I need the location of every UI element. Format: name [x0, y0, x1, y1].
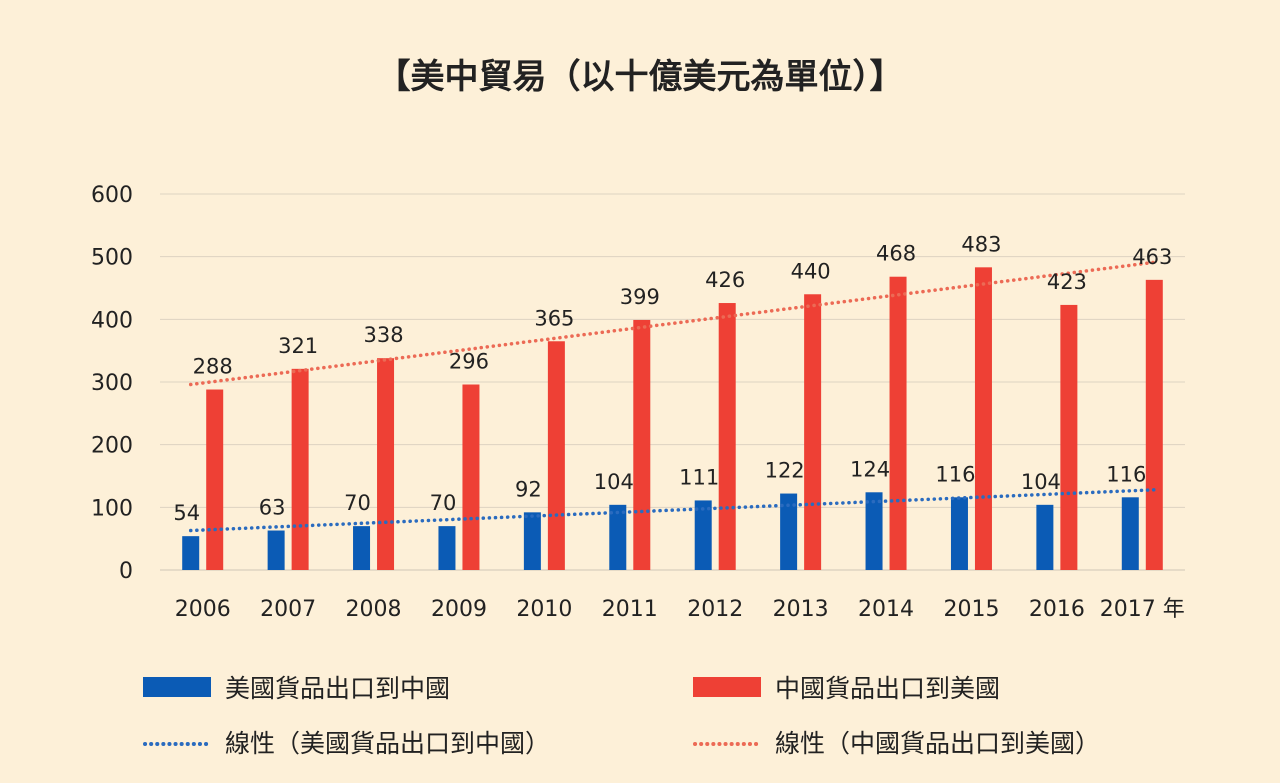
x-axis: 2006 2007 2008 2009 2010 2011 2012 2013 2014 2015…	[175, 597, 1185, 622]
data-labels: 54 63 70 70 92 104 111 122 124 116 104 116 288 321 338…	[173, 232, 1172, 525]
bar-us-exports	[1121, 497, 1139, 570]
legend-swatch-cn-exports	[693, 677, 761, 697]
bar-cn-exports	[462, 384, 480, 570]
x-tick-label: 2009	[431, 597, 487, 622]
bar-us-exports	[182, 536, 200, 570]
y-tick-label: 0	[119, 559, 133, 584]
data-label: 426	[705, 268, 745, 292]
bar-cn-exports	[974, 267, 992, 570]
data-label: 365	[534, 306, 574, 330]
data-label: 63	[259, 496, 286, 520]
data-label: 70	[430, 491, 457, 515]
data-label: 338	[363, 323, 403, 347]
bar-cn-exports	[206, 389, 224, 570]
trendline-us-exports	[188, 488, 1157, 533]
data-label: 70	[344, 491, 371, 515]
x-tick-label: 2013	[773, 597, 829, 622]
x-tick-label: 2006	[175, 597, 231, 622]
bar-us-exports	[694, 500, 712, 570]
data-label: 440	[791, 259, 831, 283]
legend-label-us-trend: 線性（美國貨品出口到中國）	[225, 729, 550, 758]
legend-label-us-exports: 美國貨品出口到中國	[225, 674, 450, 703]
bar-cn-exports	[1145, 279, 1163, 570]
y-tick-label: 100	[91, 496, 133, 521]
trendlines	[188, 260, 1157, 533]
x-tick-label: 2016	[1029, 597, 1085, 622]
y-tick-label: 400	[91, 308, 133, 333]
bar-cn-exports	[1060, 304, 1078, 570]
bar-cn-exports	[291, 368, 309, 570]
x-tick-label: 2017 年	[1100, 597, 1185, 622]
data-label: 321	[278, 334, 318, 358]
data-label: 483	[961, 232, 1001, 256]
data-label: 92	[515, 477, 542, 501]
trendline-cn-exports	[188, 260, 1157, 387]
y-tick-label: 500	[91, 246, 133, 271]
bar-cn-exports	[547, 341, 565, 570]
y-tick-label: 200	[91, 434, 133, 459]
bar-cn-exports	[804, 294, 822, 570]
y-tick-label: 600	[91, 183, 133, 208]
x-tick-label: 2014	[858, 597, 914, 622]
bar-us-exports	[1036, 504, 1054, 570]
bar-cn-exports	[718, 303, 736, 570]
bar-us-exports	[780, 493, 798, 570]
data-label: 288	[193, 355, 233, 379]
x-tick-label: 2008	[346, 597, 402, 622]
x-tick-label: 2007	[260, 597, 316, 622]
bar-cn-exports	[377, 358, 395, 570]
data-label: 104	[594, 470, 634, 494]
data-label: 296	[449, 350, 489, 374]
y-axis: 0 100 200 300 400 500 600	[91, 183, 133, 584]
data-label: 122	[765, 459, 805, 483]
bar-cn-exports	[633, 319, 651, 570]
data-label: 111	[679, 465, 719, 489]
data-label: 463	[1132, 245, 1172, 269]
grid	[160, 193, 1185, 571]
bar-us-exports	[353, 526, 371, 570]
legend-label-cn-exports: 中國貨品出口到美國	[775, 674, 1000, 703]
legend-swatch-us-exports	[143, 677, 211, 697]
bar-us-exports	[865, 492, 883, 570]
data-label: 423	[1047, 270, 1087, 294]
bar-cn-exports	[889, 276, 907, 570]
chart-title: 【美中貿易（以十億美元為單位）】	[377, 57, 904, 97]
bars	[182, 267, 1163, 570]
x-tick-label: 2010	[516, 597, 572, 622]
bar-us-exports	[523, 512, 541, 570]
bar-us-exports	[609, 504, 627, 570]
x-tick-label: 2015	[943, 597, 999, 622]
data-label: 124	[850, 457, 890, 481]
data-label: 54	[173, 501, 200, 525]
data-label: 116	[1106, 462, 1146, 486]
x-tick-label: 2011	[602, 597, 658, 622]
data-label: 116	[935, 462, 975, 486]
bar-us-exports	[267, 530, 285, 570]
y-tick-label: 300	[91, 371, 133, 396]
bar-us-exports	[438, 526, 456, 570]
legend-label-cn-trend: 線性（中國貨品出口到美國）	[775, 729, 1100, 758]
data-label: 468	[876, 242, 916, 266]
data-label: 104	[1021, 470, 1061, 494]
data-label: 399	[620, 285, 660, 309]
bar-us-exports	[950, 497, 968, 570]
legend: 美國貨品出口到中國 中國貨品出口到美國 線性（美國貨品出口到中國） 線性（中國貨…	[143, 674, 1100, 758]
x-tick-label: 2012	[687, 597, 743, 622]
